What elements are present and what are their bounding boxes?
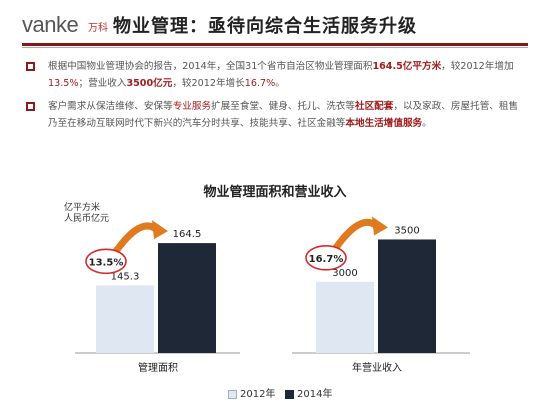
growth-arrowhead <box>372 216 388 236</box>
bullet-text-segment: ，较2012年增长 <box>172 78 245 89</box>
bar-2014年-管理面积 <box>158 243 216 353</box>
growth-arrowhead <box>152 220 168 240</box>
growth-badge <box>305 244 347 271</box>
legend-label-2014: 2014年 <box>297 389 333 400</box>
chart-title: 物业管理面积和营业收入 <box>203 185 347 200</box>
legend-swatch-2012 <box>228 389 237 399</box>
slide-header: vanke 万科 物业管理：亟待向综合生活服务升级 <box>0 0 550 50</box>
bullet-text-segment: ，以及家政、房屋托管、租售乃至在移动互联网时代下新兴的汽车分时共享、技能共享、社… <box>48 101 519 129</box>
bullet-text-segment: 根据中国物业管理协会的报告，2014年，全国31个省市自治区物业管理面积 <box>48 61 373 72</box>
bullet-text-segment: 。 <box>422 118 432 129</box>
bar-2012年-管理面积 <box>96 285 154 353</box>
unit-label-area: 亿平方米 <box>64 203 101 213</box>
bullet-square-icon <box>26 62 35 71</box>
bullet-text-segment: 客户需求从保洁维修、安保等 <box>48 101 173 112</box>
vanke-logo: vanke <box>22 12 79 37</box>
category-label: 年营业收入 <box>352 361 402 374</box>
data-label: 164.5 <box>173 229 202 240</box>
bullet-list: 根据中国物业管理协会的报告，2014年，全国31个省市自治区物业管理面积164.… <box>26 58 526 138</box>
data-label: 3000 <box>332 268 357 279</box>
data-label: 3500 <box>394 225 419 236</box>
vanke-logo-cn: 万科 <box>88 23 108 34</box>
slide-title: 物业管理：亟待向综合生活服务升级 <box>113 16 417 37</box>
category-label: 管理面积 <box>138 361 178 374</box>
data-label: 145.3 <box>111 271 140 282</box>
growth-label: 13.5% <box>89 257 124 268</box>
bullet-item-area-stats: 根据中国物业管理协会的报告，2014年，全国31个省市自治区物业管理面积164.… <box>26 58 526 92</box>
bullet-text-segment: 13.5% <box>48 78 79 89</box>
growth-badge <box>85 248 127 275</box>
bar-2012年-年营业收入 <box>316 281 374 353</box>
bullet-text-segment: ；营业收入 <box>78 78 127 89</box>
bullet-text-segment: 专业服务 <box>172 101 212 112</box>
bullet-text-segment: 。 <box>275 78 285 89</box>
bullet-text-segment: 16.7% <box>244 78 276 89</box>
bullet-text-segment: 社区配套 <box>355 101 394 112</box>
bullet-text-segment: 164.5亿平方米 <box>372 61 442 72</box>
bullet-text-segment: 3500亿元 <box>126 78 173 89</box>
bar-2014年-年营业收入 <box>378 239 436 353</box>
title-divider-thin <box>22 47 528 48</box>
bullet-item-service-demand: 客户需求从保洁维修、安保等专业服务扩展至食堂、健身、托儿、洗衣等社区配套，以及家… <box>26 98 526 132</box>
unit-label-revenue: 人民币亿元 <box>64 214 110 224</box>
bullet-text-segment: ，较2012年增加 <box>441 61 514 72</box>
legend-swatch-2014 <box>285 389 294 399</box>
legend-item-2012: 2012年 <box>228 385 275 400</box>
bullet-text-segment: 本地生活增值服务 <box>345 118 423 129</box>
growth-label: 16.7% <box>309 254 344 265</box>
legend-label-2012: 2012年 <box>240 389 276 400</box>
legend-item-2014: 2014年 <box>285 385 332 400</box>
bullet-square-icon <box>26 102 35 111</box>
title-divider <box>22 43 528 46</box>
bullet-text-segment: 扩展至食堂、健身、托儿、洗衣等 <box>211 101 355 112</box>
